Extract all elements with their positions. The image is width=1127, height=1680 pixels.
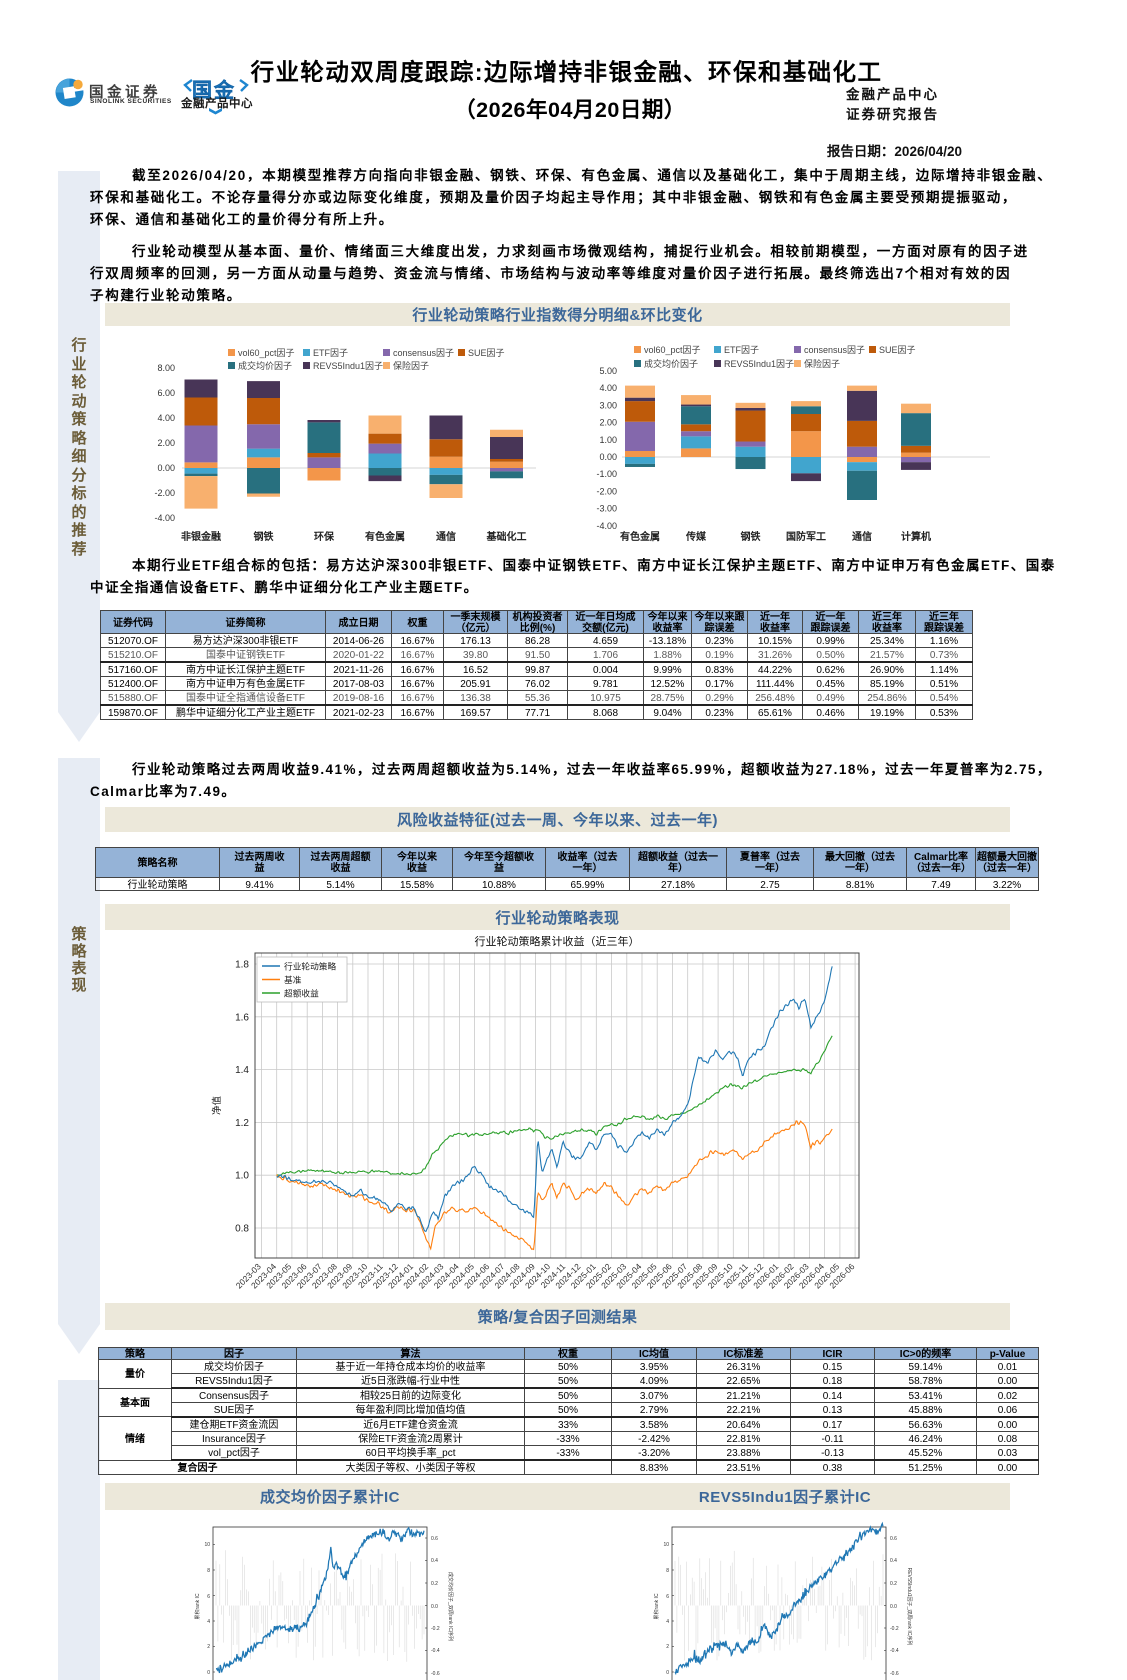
svg-text:0: 0 <box>207 1669 210 1676</box>
svg-text:vol60_pct因子: vol60_pct因子 <box>644 343 701 356</box>
svg-text:1.2: 1.2 <box>235 1114 249 1129</box>
svg-text:基准: 基准 <box>284 973 302 986</box>
svg-text:2: 2 <box>666 1643 669 1650</box>
svg-text:-2.00: -2.00 <box>154 486 175 499</box>
svg-text:钢铁: 钢铁 <box>741 528 761 543</box>
svg-text:0.00: 0.00 <box>599 450 617 463</box>
svg-text:-4.00: -4.00 <box>154 511 175 524</box>
svg-text:2: 2 <box>207 1643 210 1650</box>
svg-text:1.00: 1.00 <box>599 433 617 446</box>
svg-text:有色金属: 有色金属 <box>620 528 660 543</box>
svg-text:传媒: 传媒 <box>685 528 707 543</box>
svg-text:通信: 通信 <box>852 528 872 543</box>
svg-text:0.4: 0.4 <box>890 1557 897 1564</box>
svg-text:-0.6: -0.6 <box>890 1670 899 1677</box>
svg-text:2.00: 2.00 <box>157 436 175 449</box>
svg-text:行业轮动策略: 行业轮动策略 <box>284 960 336 973</box>
svg-text:10: 10 <box>204 1541 210 1548</box>
svg-text:6: 6 <box>666 1593 669 1600</box>
svg-text:REVS5Indu1因子: REVS5Indu1因子 <box>724 357 794 370</box>
svg-text:计算机: 计算机 <box>901 528 931 543</box>
svg-text:0.6: 0.6 <box>890 1535 897 1542</box>
svg-text:ETF因子: ETF因子 <box>724 343 759 356</box>
svg-text:0.0: 0.0 <box>890 1603 897 1610</box>
svg-text:8.00: 8.00 <box>157 361 175 374</box>
svg-text:-0.2: -0.2 <box>890 1625 899 1632</box>
svg-text:0: 0 <box>666 1669 669 1676</box>
svg-text:-0.6: -0.6 <box>431 1670 440 1677</box>
svg-text:非银金融: 非银金融 <box>181 528 221 543</box>
svg-text:6.00: 6.00 <box>157 386 175 399</box>
svg-text:vol60_pct因子: vol60_pct因子 <box>238 346 295 359</box>
svg-text:REVS5Indu1因子_双周rank IC序列: REVS5Indu1因子_双周rank IC序列 <box>906 1568 913 1646</box>
svg-text:累积rank IC: 累积rank IC <box>194 1593 201 1620</box>
svg-text:-1.00: -1.00 <box>596 467 617 480</box>
svg-text:0.0: 0.0 <box>431 1603 438 1610</box>
svg-text:-0.4: -0.4 <box>431 1647 440 1654</box>
svg-text:国防军工: 国防军工 <box>786 528 826 543</box>
svg-text:SUE因子: SUE因子 <box>468 346 505 359</box>
svg-text:成交均价因子_双周rank IC序列: 成交均价因子_双周rank IC序列 <box>447 1572 454 1641</box>
svg-text:1.6: 1.6 <box>235 1008 249 1023</box>
svg-text:8: 8 <box>666 1567 669 1574</box>
svg-text:保险因子: 保险因子 <box>804 357 840 370</box>
svg-text:-0.2: -0.2 <box>431 1625 440 1632</box>
svg-text:0.6: 0.6 <box>431 1535 438 1542</box>
svg-text:0.4: 0.4 <box>431 1557 438 1564</box>
svg-text:0.2: 0.2 <box>890 1580 897 1587</box>
svg-text:-0.4: -0.4 <box>890 1647 899 1654</box>
svg-text:1.0: 1.0 <box>235 1167 249 1182</box>
svg-text:-3.00: -3.00 <box>596 502 617 515</box>
svg-text:-2.00: -2.00 <box>596 484 617 497</box>
svg-text:8: 8 <box>207 1567 210 1574</box>
svg-text:ETF因子: ETF因子 <box>313 346 348 359</box>
svg-text:4.00: 4.00 <box>157 411 175 424</box>
svg-text:10: 10 <box>663 1541 669 1548</box>
svg-text:环保: 环保 <box>314 528 335 543</box>
svg-text:1.8: 1.8 <box>235 956 249 971</box>
svg-text:6: 6 <box>207 1593 210 1600</box>
svg-text:REVS5Indu1因子: REVS5Indu1因子 <box>313 359 383 372</box>
svg-text:-4.00: -4.00 <box>596 519 617 532</box>
svg-text:2.00: 2.00 <box>599 416 617 429</box>
svg-text:累积rank IC: 累积rank IC <box>653 1593 660 1620</box>
svg-text:成交均价因子: 成交均价因子 <box>238 359 292 372</box>
svg-text:成交均价因子: 成交均价因子 <box>644 357 698 370</box>
svg-text:行业轮动策略累计收益（近三年）: 行业轮动策略累计收益（近三年） <box>475 936 640 949</box>
svg-text:基础化工: 基础化工 <box>486 528 527 543</box>
svg-text:consensus因子: consensus因子 <box>393 346 454 359</box>
svg-text:保险因子: 保险因子 <box>393 359 429 372</box>
svg-text:净值: 净值 <box>209 1096 223 1116</box>
svg-text:4: 4 <box>666 1618 669 1625</box>
svg-text:通信: 通信 <box>436 528 456 543</box>
svg-text:超额收益: 超额收益 <box>284 987 319 1000</box>
svg-text:1.4: 1.4 <box>235 1061 249 1076</box>
svg-text:3.00: 3.00 <box>599 398 617 411</box>
svg-text:钢铁: 钢铁 <box>254 528 274 543</box>
svg-text:consensus因子: consensus因子 <box>804 343 865 356</box>
svg-text:0.2: 0.2 <box>431 1580 438 1587</box>
svg-text:0.8: 0.8 <box>235 1220 249 1235</box>
svg-text:0.00: 0.00 <box>157 461 175 474</box>
svg-text:有色金属: 有色金属 <box>365 528 405 543</box>
svg-text:SUE因子: SUE因子 <box>879 343 916 356</box>
svg-text:4: 4 <box>207 1618 210 1625</box>
svg-text:5.00: 5.00 <box>599 364 617 377</box>
svg-text:4.00: 4.00 <box>599 381 617 394</box>
